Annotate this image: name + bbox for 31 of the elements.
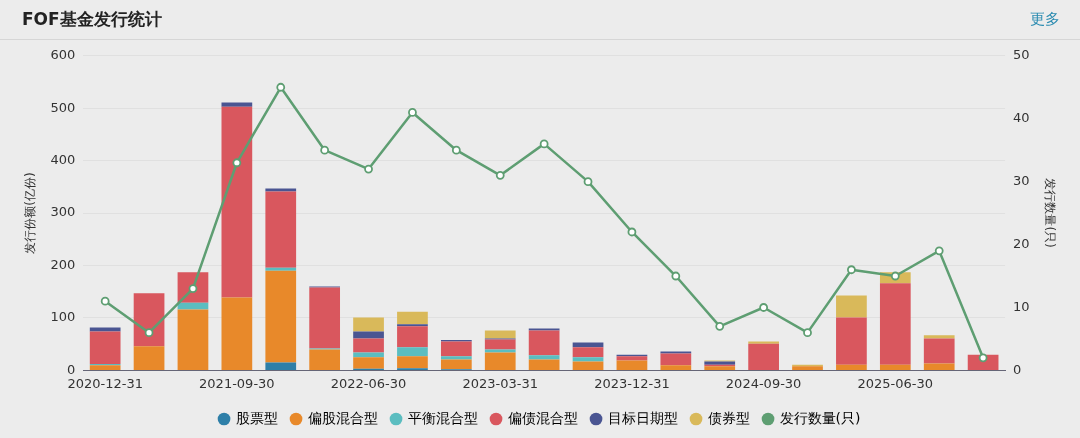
y-tick-label: 200: [50, 256, 76, 272]
y-tick-label: 300: [50, 204, 76, 220]
legend-label: 偏股混合型: [307, 409, 378, 426]
x-tick-label: 2023-12-31: [594, 375, 670, 391]
y2-tick-label: 50: [1013, 47, 1030, 63]
legend-label: 平衡混合型: [407, 409, 478, 426]
x-tick-label: 2021-09-30: [199, 375, 275, 391]
y2-tick-label: 30: [1013, 173, 1030, 189]
x-tick-label: 2020-12-31: [67, 375, 143, 391]
legend-label: 债券型: [707, 409, 750, 426]
x-tick-label: 2023-03-31: [462, 375, 539, 391]
y-tick-label: 500: [50, 99, 76, 115]
legend-label: 偏债混合型: [507, 409, 578, 426]
text: 更多: [1030, 10, 1060, 29]
x-tick-label: 2022-06-30: [330, 375, 407, 391]
x-tick-label: 2025-06-30: [857, 375, 934, 391]
legend-label: 目标日期型: [607, 409, 678, 426]
y2-axis-title: 发行数量(只): [1042, 178, 1057, 248]
y-tick-label: 600: [50, 47, 76, 63]
y-tick-label: 400: [50, 152, 76, 168]
legend-label: 发行数量(只): [779, 409, 861, 426]
y2-tick-label: 10: [1013, 298, 1030, 314]
legend-label: 股票型: [235, 409, 278, 426]
x-tick-label: 2024-09-30: [725, 375, 802, 391]
y-tick-label: 100: [50, 309, 76, 325]
y-axis-title: 发行份额(亿份): [23, 172, 38, 254]
y2-tick-label: 20: [1013, 235, 1030, 251]
chart-title: FOF基金发行统计: [22, 8, 162, 31]
y-tick-label: 0: [66, 361, 76, 377]
y2-tick-label: 0: [1013, 361, 1022, 377]
y2-tick-label: 40: [1013, 110, 1030, 126]
